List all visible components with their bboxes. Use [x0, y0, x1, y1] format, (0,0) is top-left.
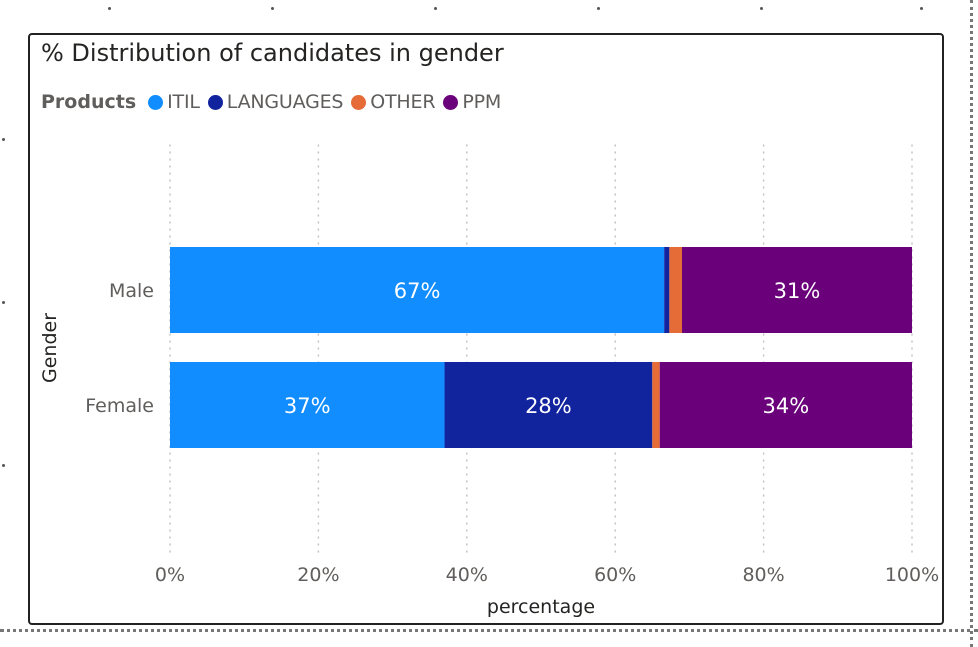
chart-visual[interactable]: % Distribution of candidates in gender P… — [28, 33, 944, 625]
y-axis-title: Gender — [39, 313, 61, 383]
data-label: 67% — [394, 279, 441, 303]
x-tick-label: 20% — [297, 564, 339, 586]
bar-segment — [659, 362, 912, 448]
canvas-dot — [597, 7, 600, 10]
legend-swatch — [148, 94, 164, 110]
canvas-dot — [434, 7, 437, 10]
legend-swatch — [351, 94, 367, 110]
bar-segment — [652, 362, 660, 448]
legend-label: LANGUAGES — [226, 91, 344, 113]
bar-segment — [170, 362, 445, 448]
canvas-dot — [920, 7, 923, 10]
canvas-dot — [2, 301, 5, 304]
bar-segment — [444, 362, 653, 448]
legend: Products ITIL LANGUAGES OTHER PPM — [41, 91, 509, 113]
x-axis-title: percentage — [487, 596, 595, 618]
data-label: 28% — [525, 394, 572, 418]
x-tick-label: 80% — [742, 564, 784, 586]
x-tick-label: 40% — [446, 564, 488, 586]
data-label: 37% — [284, 394, 331, 418]
legend-title: Products — [41, 91, 137, 113]
data-label: 31% — [774, 279, 821, 303]
legend-item-languages[interactable]: LANGUAGES — [207, 91, 344, 113]
bar-segment — [170, 247, 665, 333]
bar-segment — [669, 247, 682, 333]
chart-title: % Distribution of candidates in gender — [41, 39, 504, 67]
legend-item-ppm[interactable]: PPM — [443, 91, 501, 113]
y-tick-label: Female — [85, 395, 154, 417]
canvas-edge-right — [970, 0, 973, 647]
chart-plot-area: 0% 20% 40% 60% 80% 100% percentage Gender Male 67… — [39, 144, 939, 618]
legend-label: PPM — [462, 91, 502, 113]
x-tick-label: 60% — [594, 564, 636, 586]
legend-label: ITIL — [167, 91, 200, 113]
canvas-dot — [2, 138, 5, 141]
canvas-edge-bottom — [0, 629, 978, 632]
canvas-dot — [2, 464, 5, 467]
canvas-dot — [760, 7, 763, 10]
legend-swatch — [443, 94, 459, 110]
bar-segment — [664, 247, 670, 333]
legend-label: OTHER — [370, 91, 436, 113]
legend-item-other[interactable]: OTHER — [351, 91, 436, 113]
legend-item-itil[interactable]: ITIL — [148, 91, 200, 113]
bar-segment — [681, 247, 912, 333]
y-tick-label: Male — [109, 280, 154, 302]
canvas-dot — [108, 7, 111, 10]
x-tick-label: 100% — [885, 564, 939, 586]
canvas-dot — [271, 7, 274, 10]
legend-swatch — [207, 94, 223, 110]
x-tick-label: 0% — [155, 564, 185, 586]
data-label: 34% — [763, 394, 810, 418]
